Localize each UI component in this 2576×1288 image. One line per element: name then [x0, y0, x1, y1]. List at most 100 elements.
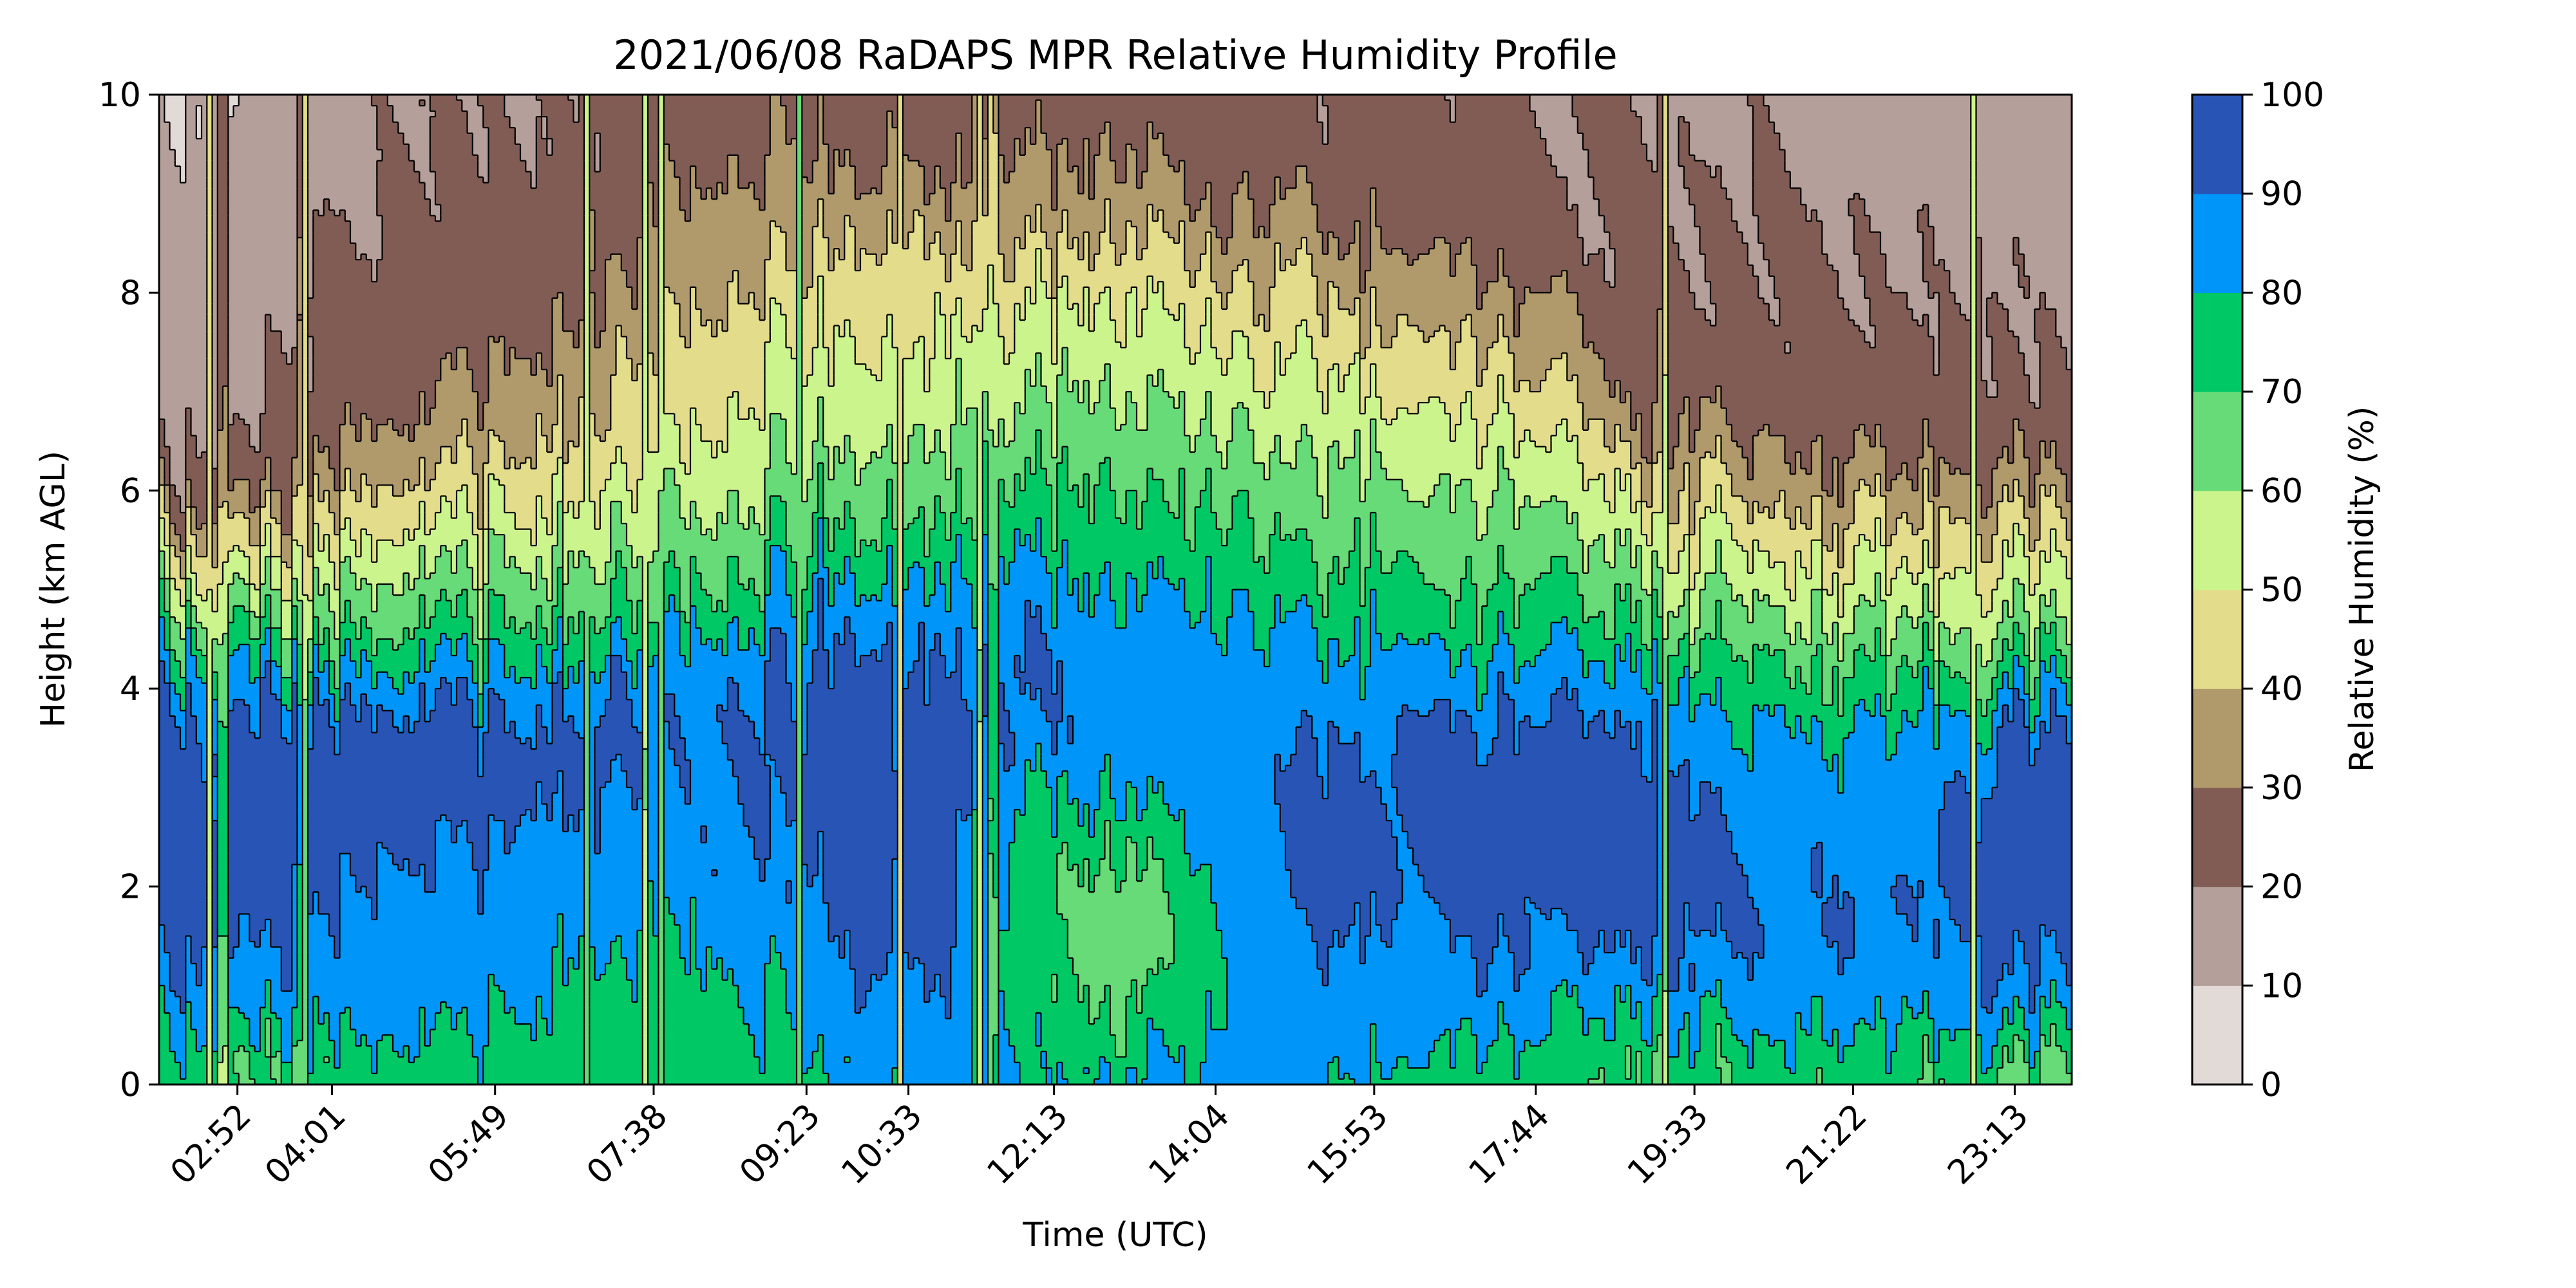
contour-cell — [1657, 512, 1663, 569]
contour-cell — [1843, 677, 1850, 739]
contour-cell — [212, 468, 218, 524]
contour-cell — [1625, 474, 1632, 530]
contour-cell — [1402, 551, 1408, 640]
contour-cell — [1444, 919, 1451, 1030]
contour-cell — [1886, 95, 1892, 288]
contour-cell — [536, 117, 542, 354]
contour-cell — [972, 810, 978, 1084]
contour-cell — [1652, 551, 1658, 591]
contour-cell — [366, 419, 372, 486]
contour-cell — [419, 106, 426, 184]
contour-cell — [1466, 644, 1472, 717]
contour-cell — [536, 644, 542, 706]
contour-cell — [191, 435, 197, 508]
contour-cell — [1567, 440, 1573, 524]
contour-cell — [1843, 958, 1850, 1047]
contour-cell — [1237, 402, 1244, 491]
contour-cell — [967, 270, 973, 343]
contour-cell — [393, 650, 399, 689]
contour-cell — [1110, 490, 1116, 601]
contour-cell — [1392, 419, 1398, 480]
contour-cell — [1540, 573, 1547, 651]
contour-cell — [1811, 589, 1817, 656]
contour-cell — [1062, 138, 1068, 211]
contour-cell — [1678, 551, 1685, 607]
contour-cell — [1009, 842, 1016, 1047]
contour-cell — [1461, 1018, 1467, 1084]
contour-cell — [249, 639, 256, 684]
contour-cell — [462, 111, 468, 348]
contour-cell — [1519, 1051, 1526, 1084]
contour-cell — [265, 95, 272, 316]
contour-cell — [961, 820, 967, 1084]
contour-cell — [1014, 1062, 1021, 1084]
contour-cell — [648, 622, 654, 667]
contour-cell — [748, 292, 755, 409]
contour-cell — [663, 611, 670, 695]
contour-cell — [600, 974, 606, 1084]
contour-cell — [818, 831, 824, 1036]
contour-cell — [1556, 358, 1562, 426]
contour-cell — [764, 765, 771, 860]
contour-cell — [1354, 903, 1361, 1084]
contour-cell — [1492, 490, 1499, 585]
contour-cell — [1062, 540, 1068, 772]
contour-cell — [1418, 1068, 1425, 1084]
contour-cell — [887, 545, 893, 623]
contour-cell — [1838, 908, 1844, 976]
contour-cell — [855, 485, 861, 558]
contour-cell — [1949, 1040, 1956, 1084]
contour-cell — [1434, 397, 1441, 486]
contour-cell — [589, 210, 596, 272]
contour-cell — [313, 95, 319, 211]
contour-cell — [786, 595, 792, 684]
contour-cell — [249, 446, 256, 513]
contour-cell — [860, 540, 867, 596]
contour-cell — [855, 1012, 861, 1084]
contour-cell — [945, 540, 952, 612]
contour-cell — [526, 457, 532, 530]
contour-cell — [1583, 677, 1589, 739]
contour-cell — [1057, 721, 1063, 777]
contour-cell — [1535, 726, 1541, 909]
contour-cell — [1206, 95, 1212, 184]
contour-cell — [727, 397, 734, 491]
contour-cell — [674, 485, 681, 569]
contour-cell — [722, 193, 728, 332]
contour-cell — [446, 95, 452, 354]
contour-cell — [1689, 589, 1696, 645]
contour-cell — [1386, 573, 1392, 651]
contour-cell — [1631, 95, 1637, 112]
contour-cell — [536, 782, 542, 998]
contour-cell — [1768, 1046, 1775, 1084]
contour-cell — [1195, 622, 1201, 871]
contour-cell — [1938, 886, 1945, 1030]
contour-cell — [350, 424, 357, 491]
contour-cell — [1142, 869, 1148, 987]
contour-cell — [488, 974, 495, 1084]
contour-cell — [956, 221, 962, 299]
contour-cell — [483, 869, 489, 1047]
contour-cell — [1689, 535, 1696, 591]
contour-cell — [260, 930, 266, 1009]
contour-cell — [563, 583, 569, 645]
contour-cell — [1121, 881, 1127, 1058]
contour-cell — [1370, 892, 1377, 1025]
contour-cell — [1880, 600, 1887, 656]
contour-cell — [956, 468, 962, 535]
contour-cell — [1747, 524, 1754, 574]
contour-cell — [493, 95, 500, 343]
contour-cell — [1376, 325, 1382, 398]
contour-cell — [1944, 782, 1951, 898]
contour-cell — [1912, 490, 1918, 535]
contour-cell — [345, 1007, 351, 1084]
contour-cell — [1370, 1024, 1377, 1084]
contour-cell — [1168, 1057, 1175, 1084]
contour-cell — [594, 583, 601, 634]
contour-cell — [1248, 358, 1255, 431]
contour-cell — [627, 787, 633, 981]
contour-cell — [1381, 573, 1387, 651]
contour-cell — [1131, 149, 1137, 227]
contour-cell — [1923, 667, 1929, 992]
contour-cell — [1737, 952, 1743, 1041]
